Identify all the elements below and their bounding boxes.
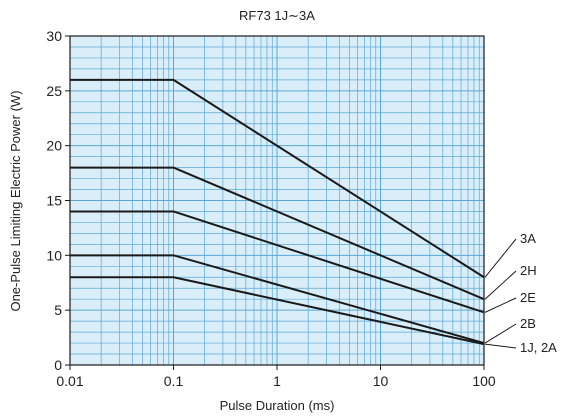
series-label: 2B [520, 316, 536, 331]
series-line [70, 276, 485, 346]
axis-ticks: 0 5 10 15 20 25 30 0.01 0.1 1 10 100 [46, 28, 495, 389]
y-tick-label: 5 [54, 302, 62, 318]
chart-title: RF73 1J∼3A [239, 8, 315, 23]
series-line [70, 166, 485, 301]
y-tick-label: 30 [46, 28, 62, 44]
series-line [70, 254, 485, 345]
x-tick-label: 100 [472, 373, 496, 389]
y-axis-title: One-Pulse Limiting Electric Power (W) [8, 90, 23, 311]
y-tick-label: 25 [46, 83, 62, 99]
y-tick-label: 0 [54, 357, 62, 373]
series-line [70, 78, 485, 279]
series-label: 1J, 2A [520, 340, 557, 355]
series-labels: 3A 2H 2E 2B 1J, 2A [484, 231, 557, 355]
series-lines [70, 78, 485, 346]
series-label: 2H [520, 263, 537, 278]
x-tick-label: 0.1 [164, 373, 184, 389]
series-leader-line [484, 297, 517, 313]
y-tick-label: 15 [46, 193, 62, 209]
y-tick-label: 10 [46, 247, 62, 263]
x-axis-title: Pulse Duration (ms) [220, 398, 335, 413]
series-line [70, 210, 485, 314]
series-label: 2E [520, 290, 536, 305]
series-leader-line [484, 270, 517, 300]
series-leader-line [484, 343, 517, 349]
y-tick-label: 20 [46, 138, 62, 154]
x-tick-label: 1 [273, 373, 281, 389]
series-label: 3A [520, 231, 536, 246]
series-leader-line [484, 238, 517, 278]
series-leader-line [484, 323, 517, 344]
x-tick-label: 10 [373, 373, 389, 389]
x-tick-label: 0.01 [56, 373, 83, 389]
